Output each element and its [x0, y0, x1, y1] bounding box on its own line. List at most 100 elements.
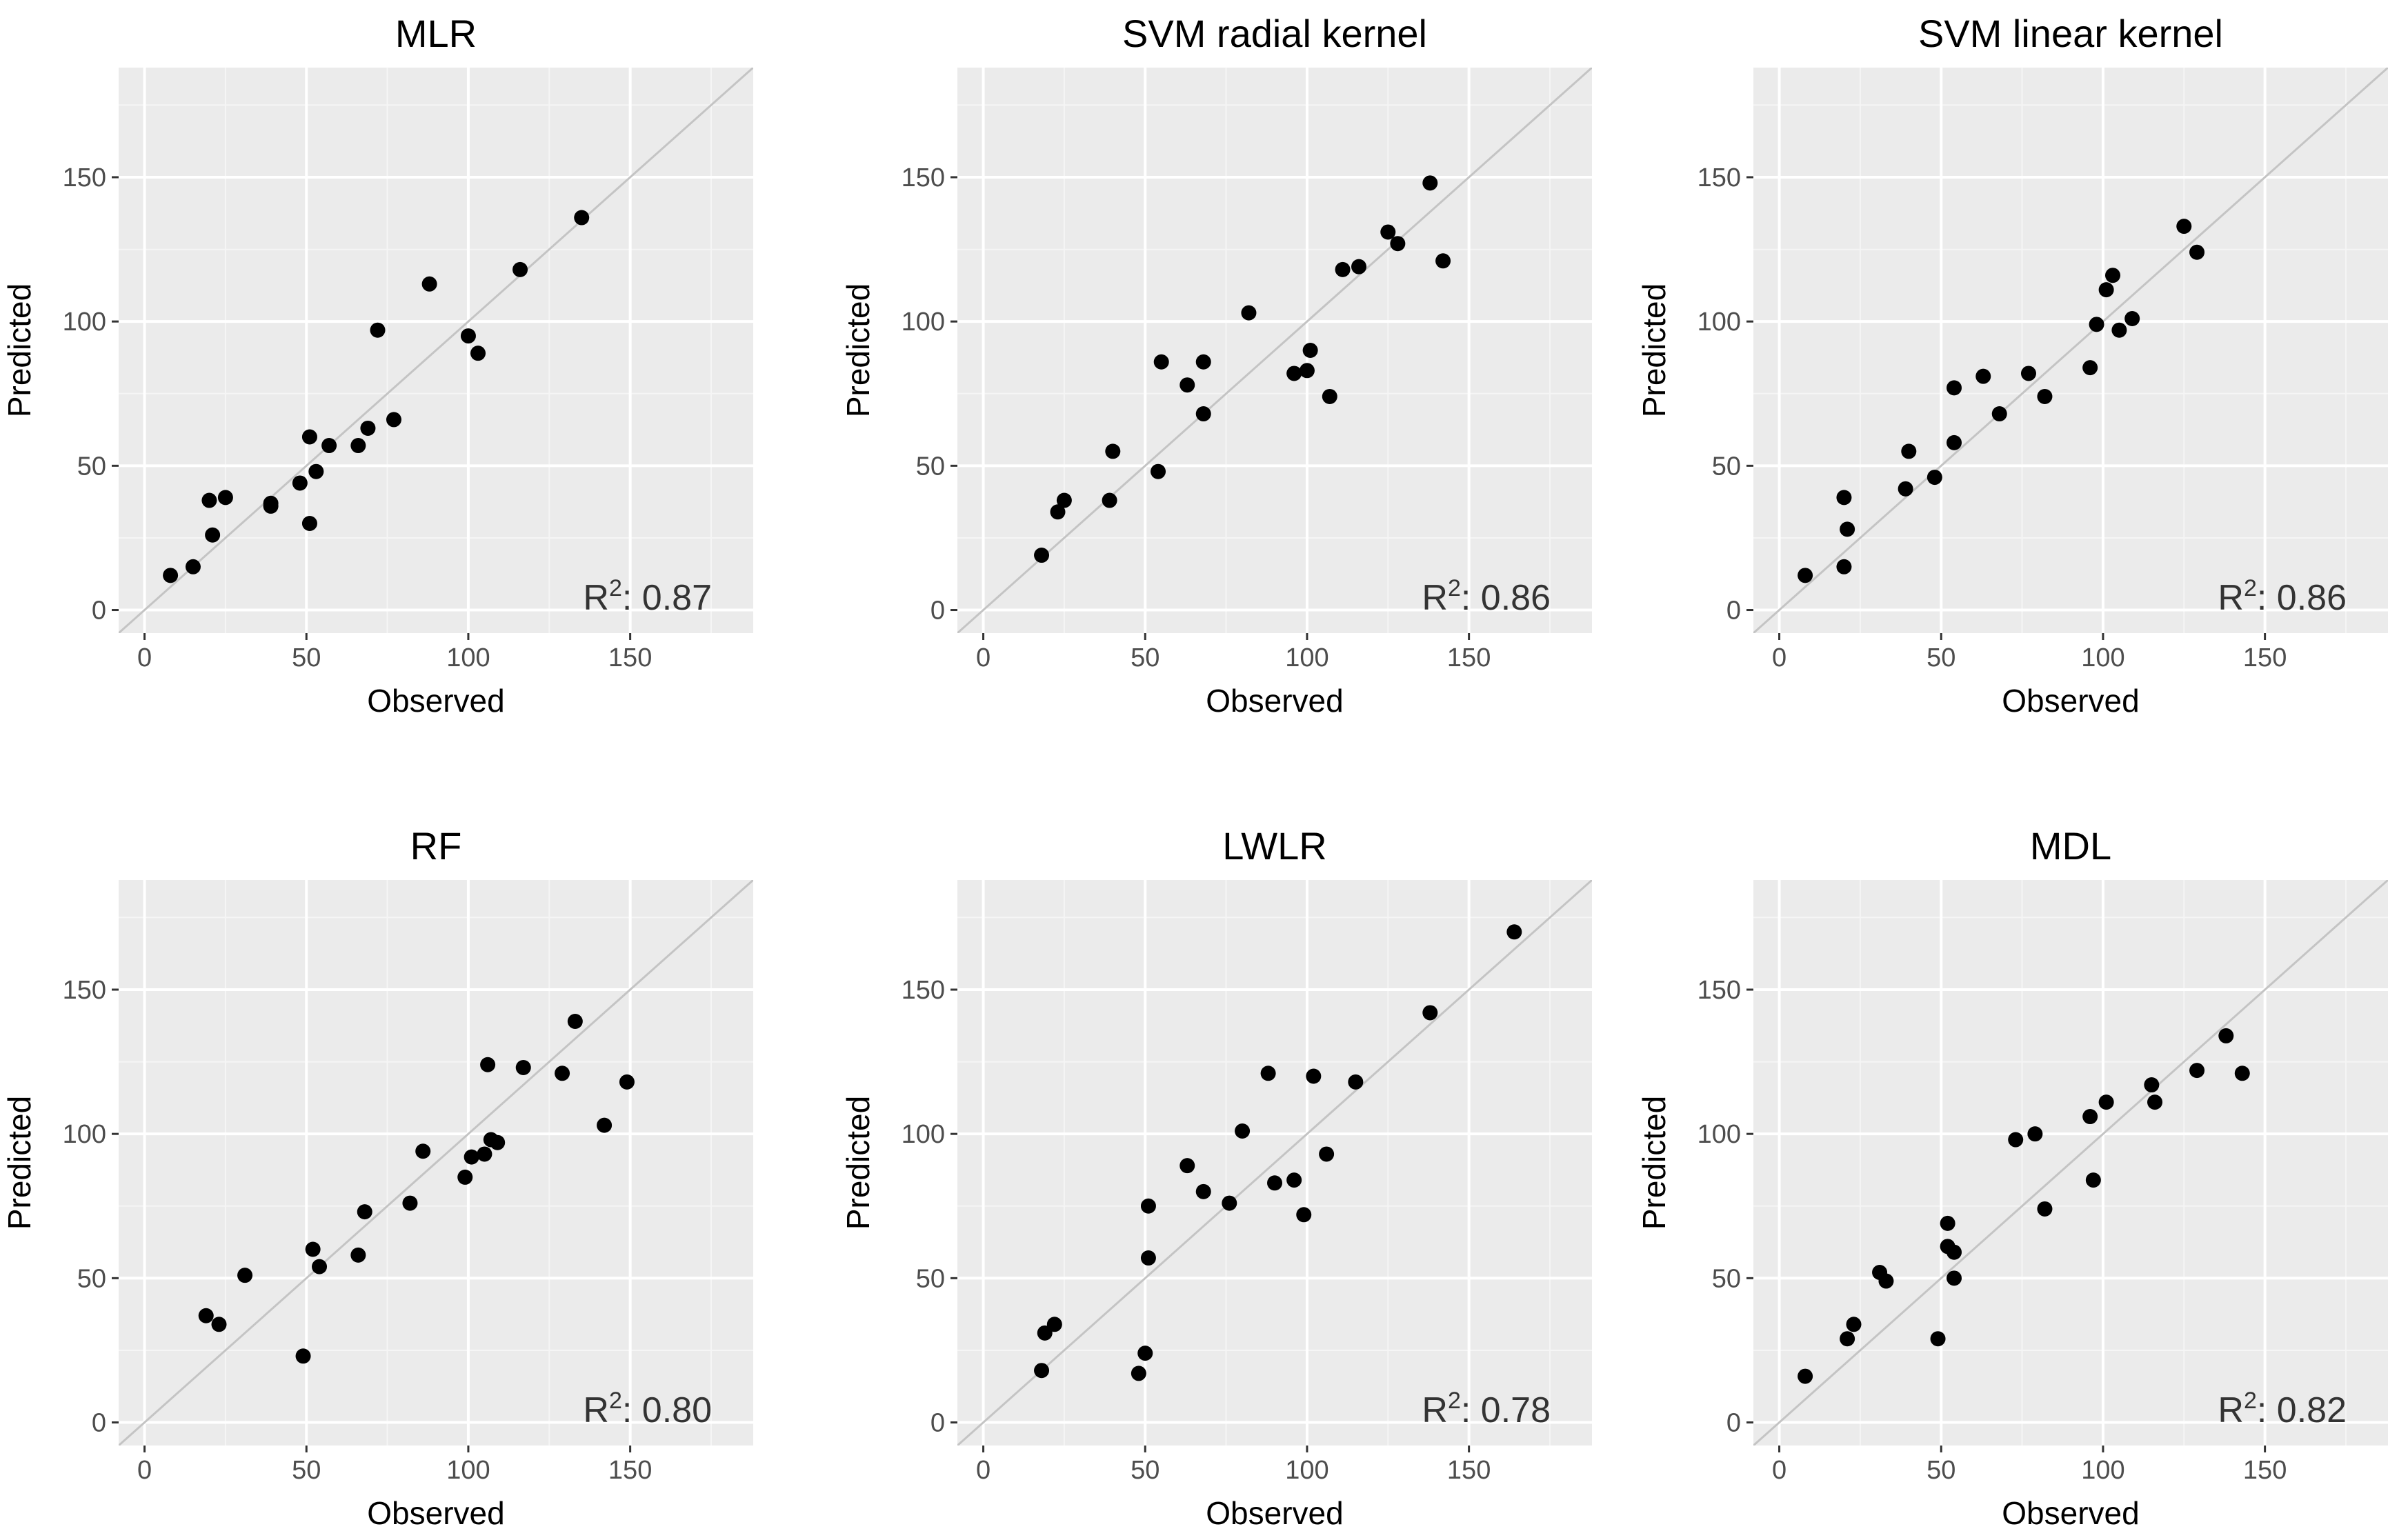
data-point [292, 475, 308, 491]
data-point [1140, 1250, 1156, 1266]
x-axis-title: Observed [367, 683, 504, 719]
data-point [1260, 1066, 1276, 1081]
data-point [515, 1059, 531, 1075]
data-point [1046, 1317, 1062, 1332]
data-point [1102, 492, 1117, 508]
data-point [1930, 1331, 1946, 1347]
y-tick-label: 50 [77, 452, 106, 481]
data-point [370, 322, 386, 338]
data-point [421, 276, 437, 292]
x-tick-label: 0 [1772, 1456, 1786, 1485]
data-point [201, 492, 217, 508]
y-tick-label: 150 [902, 163, 945, 192]
data-point [477, 1146, 492, 1162]
data-point [1975, 368, 1991, 384]
r-squared-label: R2: 0.82 [2218, 1388, 2347, 1430]
data-point [198, 1308, 214, 1323]
y-tick-label: 100 [63, 1120, 106, 1149]
data-point [1947, 434, 1962, 450]
data-point [512, 261, 528, 277]
y-tick-label: 50 [1712, 1264, 1741, 1293]
data-point [2020, 366, 2036, 381]
data-point [1151, 463, 1166, 479]
y-tick-label: 0 [930, 1409, 945, 1438]
data-point [1299, 363, 1315, 379]
data-point [1901, 443, 1917, 459]
data-point [1335, 261, 1351, 277]
data-point [1991, 406, 2007, 422]
data-point [211, 1317, 227, 1332]
data-point [1286, 366, 1302, 381]
data-point [460, 328, 476, 344]
y-tick-label: 0 [1726, 1409, 1741, 1438]
y-axis-title: Predicted [1, 283, 37, 417]
data-point [1422, 1005, 1438, 1021]
y-tick-label: 50 [916, 1264, 945, 1293]
data-point [2144, 1077, 2160, 1093]
data-point [305, 1241, 321, 1257]
data-point [1380, 224, 1396, 240]
data-point [1179, 377, 1195, 393]
identity-line [119, 68, 753, 633]
data-point [2085, 1172, 2101, 1188]
data-point [360, 420, 376, 436]
x-tick-label: 150 [1447, 1456, 1491, 1485]
x-axis-title: Observed [1206, 1495, 1343, 1531]
x-axis-title: Observed [2002, 683, 2139, 719]
y-axis-title: Predicted [840, 1096, 876, 1230]
data-point [1267, 1175, 1282, 1191]
identity-line [119, 880, 753, 1446]
data-point [1840, 1331, 1855, 1347]
data-point [1836, 559, 1852, 574]
data-point [402, 1195, 418, 1211]
y-tick-label: 50 [1712, 452, 1741, 481]
data-point [555, 1066, 570, 1081]
data-point [1034, 1363, 1050, 1379]
data-point [2037, 1201, 2053, 1217]
data-point [386, 412, 401, 428]
data-point [470, 346, 486, 361]
y-axis-title: Predicted [1636, 283, 1672, 417]
data-point [1390, 236, 1406, 252]
x-tick-label: 0 [976, 643, 991, 672]
x-axis-title: Observed [1206, 683, 1343, 719]
y-tick-label: 0 [1726, 597, 1741, 626]
chart-panel-2: 0 50 100 150 0 50 100 150 SVM radial kernel Obser… [840, 12, 1592, 719]
data-point [2176, 219, 2192, 234]
x-tick-label: 100 [446, 1456, 490, 1485]
y-tick-label: 50 [77, 1264, 106, 1293]
data-point [574, 210, 590, 226]
data-point [1947, 1270, 1962, 1286]
chart-title: MDL [2030, 824, 2111, 868]
x-axis-title: Observed [367, 1495, 504, 1531]
x-tick-label: 50 [1131, 1456, 1159, 1485]
identity-line [957, 880, 1592, 1446]
data-point [1222, 1195, 1237, 1211]
data-point [2189, 1063, 2205, 1079]
y-tick-label: 100 [1698, 308, 1741, 337]
data-point [263, 495, 279, 511]
chart-panel-5: 0 50 100 150 0 50 100 150 LWLR Observed Predicted R… [840, 824, 1592, 1531]
data-point [567, 1014, 583, 1029]
data-point [597, 1117, 613, 1133]
x-tick-label: 150 [2243, 643, 2287, 672]
data-point [1947, 380, 1962, 396]
x-tick-label: 150 [608, 643, 652, 672]
data-point [1241, 305, 1257, 321]
data-point [1840, 521, 1855, 537]
data-point [237, 1268, 253, 1283]
x-tick-label: 150 [2243, 1456, 2287, 1485]
chart-title: MLR [395, 12, 477, 55]
data-point [2105, 268, 2121, 283]
y-tick-label: 100 [1698, 1120, 1741, 1149]
x-tick-label: 0 [976, 1456, 991, 1485]
data-point [357, 1204, 372, 1220]
data-point [1235, 1123, 1251, 1139]
data-point [415, 1143, 431, 1159]
data-point [2189, 244, 2205, 260]
x-tick-label: 0 [1772, 643, 1786, 672]
data-point [1195, 1183, 1211, 1199]
data-point [1131, 1366, 1146, 1381]
data-point [1153, 354, 1169, 370]
data-point [1506, 924, 1522, 940]
